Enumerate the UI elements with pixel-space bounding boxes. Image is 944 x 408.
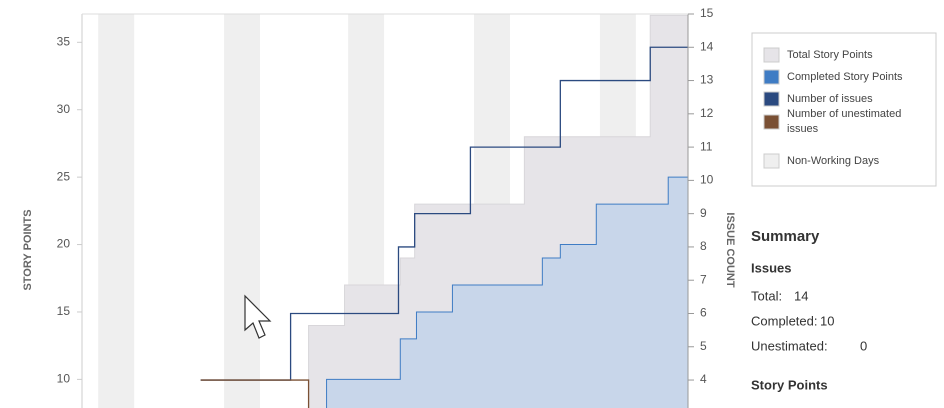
y2-tick-label: 12: [700, 106, 714, 120]
y-tick-label: 35: [57, 34, 71, 48]
legend-label-line: Number of unestimated: [787, 108, 901, 120]
y-tick-label: 20: [57, 237, 71, 251]
legend-swatch: [763, 47, 780, 63]
legend-label: Number of issues: [787, 93, 873, 105]
y2-tick-label: 15: [700, 6, 714, 20]
non-working-day: [224, 14, 261, 408]
y-tick-label: 25: [57, 169, 71, 183]
legend-swatch: [763, 114, 780, 130]
non-working-day: [98, 14, 135, 408]
legend-swatch: [763, 153, 780, 169]
legend-label: Total Story Points: [787, 49, 873, 61]
y2-tick-label: 6: [700, 306, 707, 320]
issues-heading: Issues: [751, 260, 791, 275]
summary-value: 0: [860, 338, 867, 353]
y2-tick-label: 8: [700, 239, 707, 253]
y2-tick-label: 5: [700, 339, 707, 353]
summary-value: 14: [794, 288, 808, 303]
legend-label: Number of unestimated issues: [787, 108, 901, 135]
line-series: [200, 46, 688, 381]
area-series: [326, 176, 688, 408]
legend-swatch: [763, 69, 780, 85]
y-tick-label: 10: [57, 372, 71, 386]
summary-label: Unestimated:: [751, 338, 828, 353]
summary-label: Completed:: [751, 313, 817, 328]
legend-label: Non-Working Days: [787, 155, 880, 167]
legend-label-line: issues: [787, 123, 819, 135]
summary-value: 10: [820, 313, 834, 328]
y-tick-label: 15: [57, 304, 71, 318]
y2-tick-label: 13: [700, 73, 714, 87]
y2-tick-label: 4: [700, 372, 707, 386]
y2-tick-label: 11: [700, 139, 713, 153]
line-series: [200, 379, 310, 408]
y-tick-label: 30: [57, 102, 71, 116]
y2-tick-label: 14: [700, 39, 714, 53]
legend-box: [751, 32, 937, 187]
story-points-heading: Story Points: [751, 377, 828, 392]
y2-tick-label: 7: [700, 272, 707, 286]
summary-label: Total:: [751, 288, 782, 303]
plot-area: [98, 14, 688, 408]
y2-tick-label: 10: [700, 173, 714, 187]
legend-label: Completed Story Points: [787, 71, 903, 83]
legend-swatch: [763, 91, 780, 107]
mouse-cursor: [244, 294, 272, 339]
y2-axis-title: ISSUE COUNT: [724, 212, 736, 287]
y-axis-title: STORY POINTS: [22, 209, 34, 290]
y2-tick-label: 9: [700, 206, 707, 220]
summary-title: Summary: [751, 228, 820, 245]
